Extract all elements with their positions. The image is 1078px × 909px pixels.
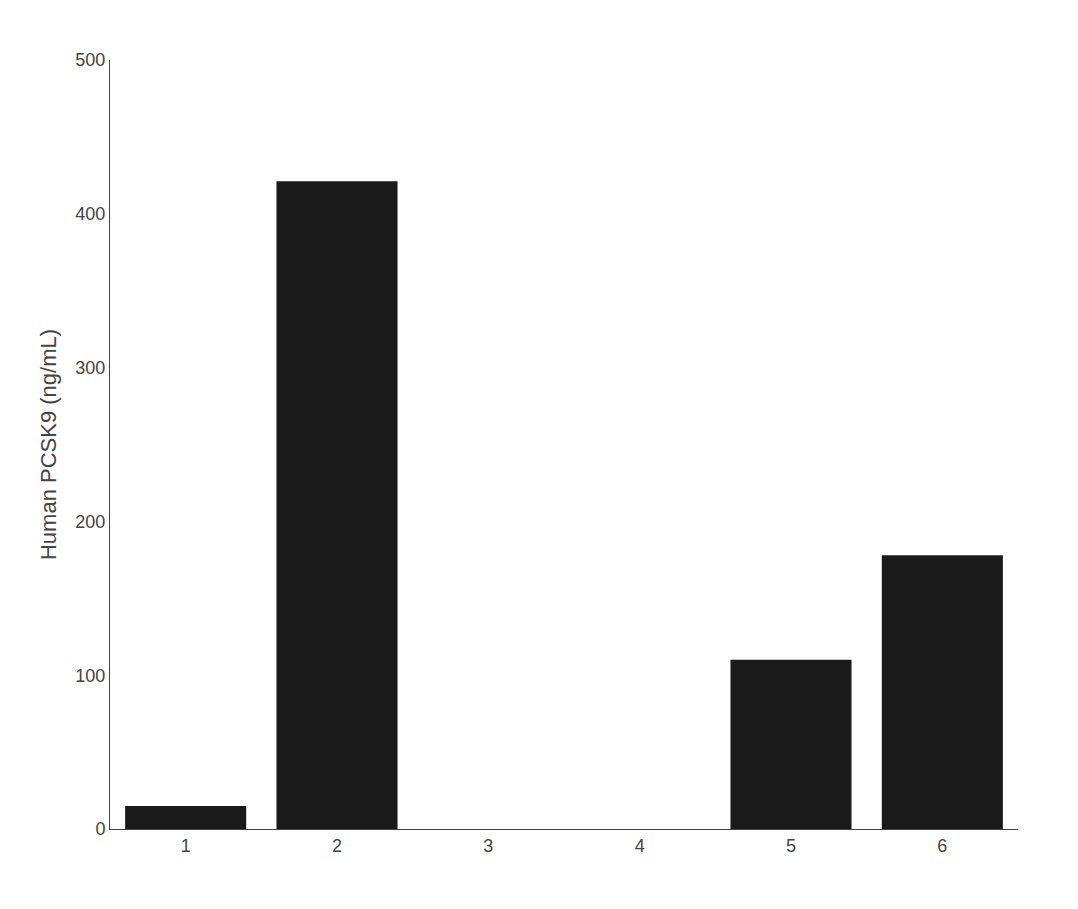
svg-text:0: 0 xyxy=(95,819,105,839)
svg-text:500: 500 xyxy=(75,50,105,70)
svg-text:200: 200 xyxy=(75,512,105,532)
svg-text:4: 4 xyxy=(635,836,645,856)
svg-text:3: 3 xyxy=(483,836,493,856)
svg-text:100: 100 xyxy=(75,666,105,686)
svg-text:6: 6 xyxy=(937,836,947,856)
svg-text:400: 400 xyxy=(75,204,105,224)
svg-text:5: 5 xyxy=(786,836,796,856)
svg-text:1: 1 xyxy=(181,836,191,856)
svg-text:Human PCSK9 (ng/mL): Human PCSK9 (ng/mL) xyxy=(36,329,61,560)
svg-text:300: 300 xyxy=(75,358,105,378)
svg-text:2: 2 xyxy=(332,836,342,856)
